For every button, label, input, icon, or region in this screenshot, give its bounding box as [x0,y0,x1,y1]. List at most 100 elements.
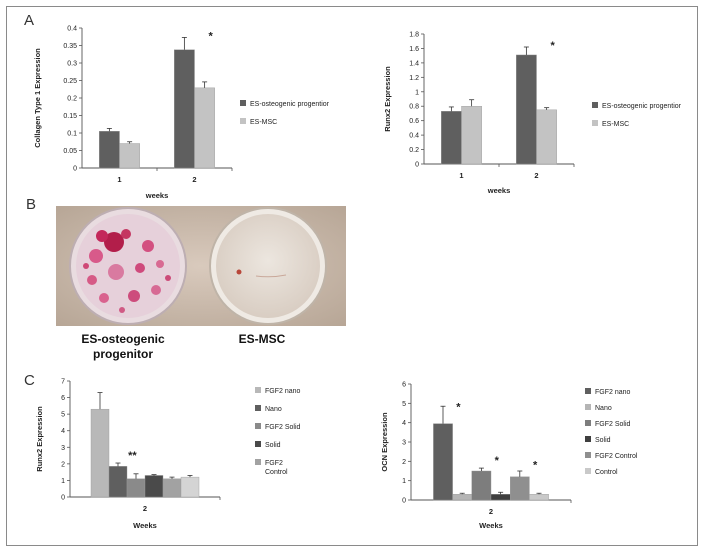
y-tick-label: 6 [61,395,65,402]
y-axis-title: Collagen Type 1 Expression [33,48,42,148]
bar [174,49,195,169]
x-tick-label: 1 [459,171,463,180]
significance-marker: * [551,40,556,52]
legend-label: ES-osteogenic progentior [602,103,682,110]
legend-swatch [585,420,591,426]
legend-label: Control [265,469,288,476]
y-tick-label: 1.4 [409,60,419,67]
bar [119,143,140,169]
y-tick-label: 1 [415,89,419,96]
significance-marker: * [495,455,500,467]
y-tick-label: 0.2 [67,96,77,103]
y-tick-label: 0 [61,495,65,502]
figure-frame [6,6,698,546]
photo-label-left: ES-osteogenic progenitor [81,332,165,361]
legend-label: Nano [265,406,282,413]
y-tick-label: 0.05 [63,148,77,155]
y-tick-label: 6 [402,382,406,389]
culture-dish-photo [56,206,346,326]
bar [99,131,120,169]
x-tick-label: 1 [117,175,121,184]
legend-label: ES-MSC [602,121,629,128]
y-tick-label: 0.1 [67,131,77,138]
x-axis-title: Weeks [133,521,157,530]
y-tick-label: 3 [402,440,406,447]
panel-label-a: A [24,12,35,29]
y-tick-label: 1.2 [409,75,419,82]
legend-swatch [255,459,261,465]
legend-label: Solid [595,437,611,444]
y-tick-label: 0.35 [63,43,77,50]
legend-label: ES-MSC [250,119,277,126]
x-axis-title: weeks [487,186,511,195]
y-tick-label: 0 [73,166,77,173]
y-tick-label: 0.25 [63,78,77,85]
y-tick-label: 1 [61,478,65,485]
y-tick-label: 1.8 [409,32,419,39]
y-tick-label: 7 [61,379,65,386]
legend-swatch [585,404,591,410]
legend-swatch [240,118,246,124]
y-tick-label: 0.8 [409,104,419,111]
legend-label: FGF2 nano [595,389,631,396]
legend-swatch [585,468,591,474]
bar [144,475,164,498]
bar [180,476,200,498]
runx2-chart-c: 0 1 2 3 4 5 6 7 Runx2 Expression 2 ** Weeks FGF2 nan… [35,379,301,531]
y-tick-label: 3 [61,445,65,452]
panel-label-c: C [24,372,35,389]
bar [194,87,215,169]
x-axis-title: Weeks [479,521,503,530]
legend-swatch [592,102,598,108]
legend-label: FGF2 nano [265,388,301,395]
y-tick-label: 1 [402,478,406,485]
dish-unstained [209,207,327,325]
significance-marker: ** [128,450,137,462]
x-tick-label: 2 [489,507,493,516]
y-tick-label: 0.15 [63,113,77,120]
y-tick-label: 1.6 [409,46,419,53]
legend-swatch [240,100,246,106]
legend-label: Nano [595,405,612,412]
y-axis-title: OCN Expression [380,412,389,472]
y-tick-label: 0.4 [409,133,419,140]
x-axis-title: weeks [145,191,169,200]
bar [516,54,537,165]
y-axis-title: Runx2 Expression [35,406,44,472]
bar [108,466,128,498]
legend-swatch [255,405,261,411]
legend-label: FGF2 Solid [595,421,631,428]
y-tick-label: 0 [402,498,406,505]
bar [536,109,557,165]
photo-label-right: ES-MSC [238,332,286,346]
bar [433,423,453,501]
legend-label: Solid [265,442,281,449]
y-tick-label: 0.6 [409,118,419,125]
bar [471,470,492,501]
legend-swatch [585,452,591,458]
significance-marker: * [456,402,461,414]
legend-swatch [255,423,261,429]
significance-marker: * [533,459,538,471]
dish-stained [69,207,187,325]
bar [529,493,549,501]
y-tick-label: 5 [61,412,65,419]
ocn-chart: 0 1 2 3 4 5 6 OCN Expression 2 * * * Weeks FGF2 nano N… [380,382,638,531]
y-axis-title: Runx2 Expression [383,66,392,132]
y-tick-label: 4 [61,428,65,435]
legend-swatch [255,387,261,393]
legend-swatch [585,388,591,394]
panel-label-b: B [26,196,37,213]
y-tick-label: 0.3 [67,61,77,68]
legend-label: FGF2 Control [595,453,638,460]
y-tick-label: 0 [415,162,419,169]
y-tick-label: 2 [61,461,65,468]
y-tick-label: 0.2 [409,147,419,154]
bar [490,493,511,501]
bar [162,478,182,498]
legend-label: FGF2 [265,460,283,467]
runx2-chart-a: 0 0.2 0.4 0.6 0.8 1 1.2 1.4 1.6 1.8 Runx2 Expressi… [383,32,682,196]
y-tick-label: 2 [402,459,406,466]
bar [452,493,472,501]
legend-swatch [585,436,591,442]
